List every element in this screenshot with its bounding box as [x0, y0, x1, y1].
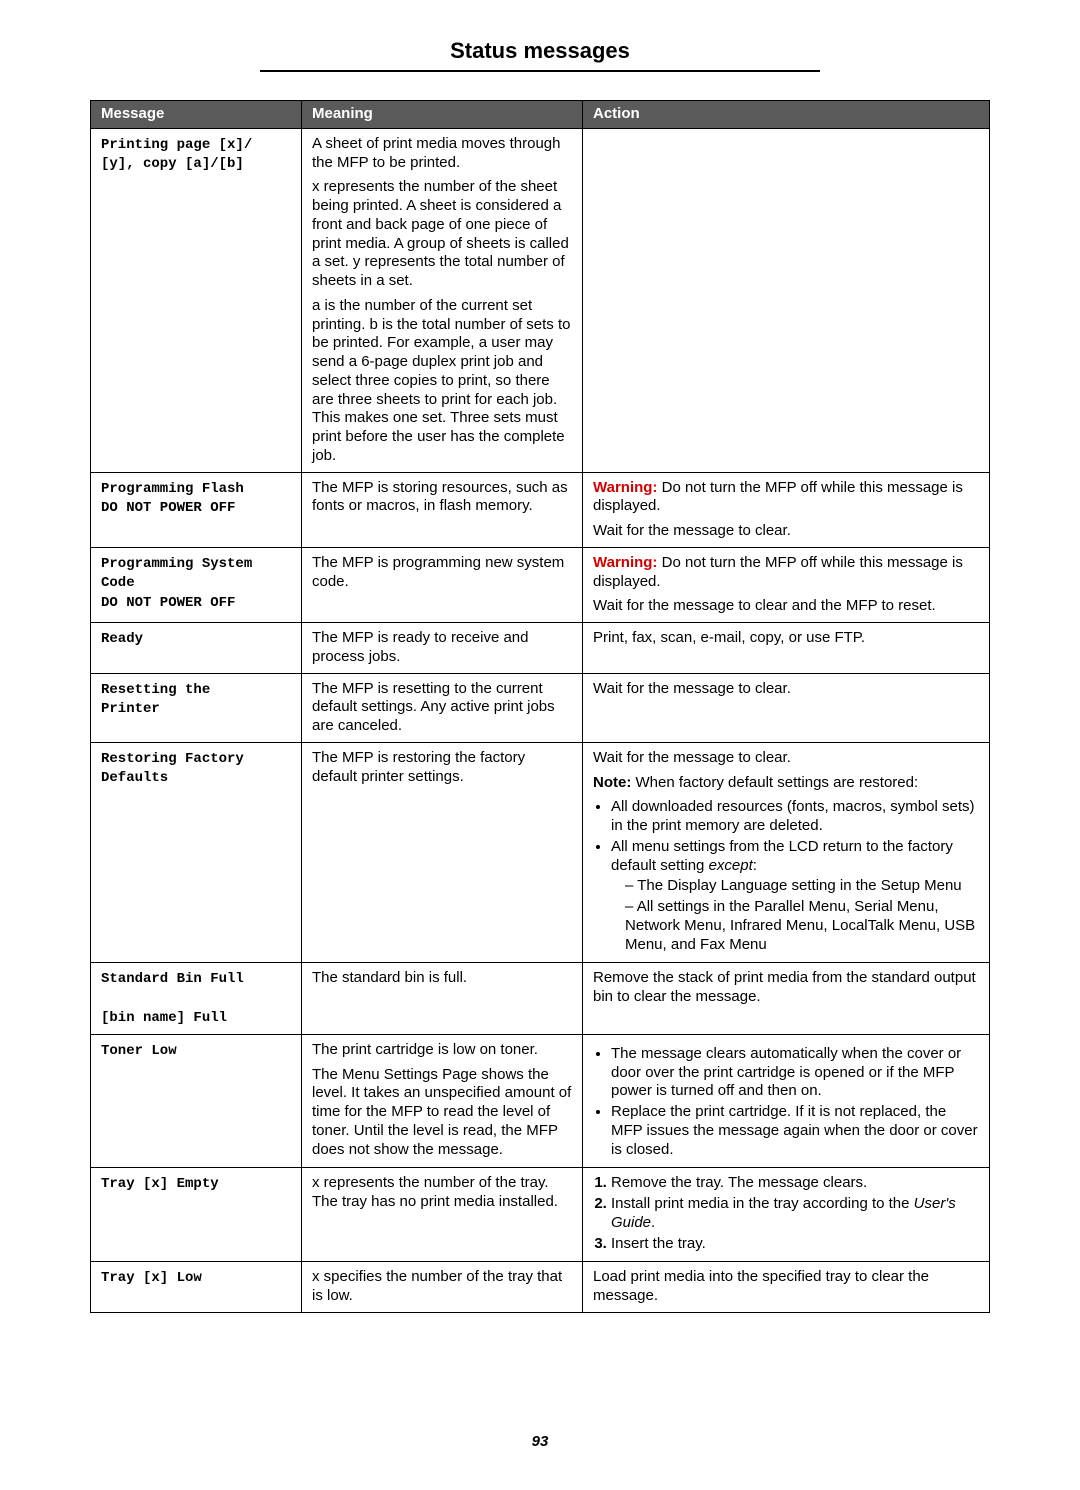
action-text: Print, fax, scan, e-mail, copy, or use F…	[593, 629, 979, 648]
list-item: Insert the tray.	[611, 1235, 979, 1254]
table-header-row: Message Meaning Action	[91, 101, 990, 129]
meaning-text: x specifies the number of the tray that …	[312, 1268, 572, 1306]
table-row: Programming System Code DO NOT POWER OFF…	[91, 547, 990, 622]
action-text: Wait for the message to clear and the MF…	[593, 597, 979, 616]
action-text: Wait for the message to clear.	[593, 522, 979, 541]
note-text: When factory default settings are restor…	[631, 774, 918, 791]
table-row: Ready The MFP is ready to receive and pr…	[91, 623, 990, 674]
action-text: Remove the stack of print media from the…	[593, 969, 979, 1007]
col-header-action: Action	[583, 101, 990, 129]
message-text: Restoring Factory Defaults	[101, 751, 244, 787]
meaning-text: The MFP is storing resources, such as fo…	[312, 479, 572, 517]
table-row: Standard Bin Full [bin name] Full The st…	[91, 963, 990, 1035]
page-title: Status messages	[90, 38, 990, 64]
meaning-text: The Menu Settings Page shows the level. …	[312, 1066, 572, 1160]
action-text: Wait for the message to clear.	[593, 749, 979, 768]
message-text: Standard Bin Full [bin name] Full	[101, 971, 244, 1026]
table-row: Programming Flash DO NOT POWER OFF The M…	[91, 472, 990, 547]
action-text: Load print media into the specified tray…	[593, 1268, 979, 1306]
meaning-text: x represents the number of the sheet bei…	[312, 178, 572, 291]
message-text: Ready	[101, 631, 143, 647]
status-table: Message Meaning Action Printing page [x]…	[90, 100, 990, 1313]
list-item: The message clears automatically when th…	[611, 1045, 979, 1101]
meaning-text: The MFP is programming new system code.	[312, 554, 572, 592]
list-item: The Display Language setting in the Setu…	[625, 877, 979, 896]
action-cell	[583, 128, 990, 472]
list-text: All menu settings from the LCD return to…	[611, 838, 953, 874]
message-text: Printing page [x]/ [y], copy [a]/[b]	[101, 137, 252, 173]
page-number: 93	[90, 1433, 990, 1450]
list-text: Install print media in the tray accordin…	[611, 1195, 914, 1212]
list-item: Remove the tray. The message clears.	[611, 1174, 979, 1193]
list-item: All downloaded resources (fonts, macros,…	[611, 798, 979, 836]
meaning-text: a is the number of the current set print…	[312, 297, 572, 466]
meaning-text: x represents the number of the tray. The…	[312, 1174, 572, 1212]
table-row: Restoring Factory Defaults The MFP is re…	[91, 742, 990, 963]
dash-list: The Display Language setting in the Setu…	[611, 877, 979, 954]
action-text: Warning: Do not turn the MFP off while t…	[593, 554, 979, 592]
note-label: Note:	[593, 774, 631, 791]
bullet-list: The message clears automatically when th…	[593, 1045, 979, 1160]
col-header-meaning: Meaning	[302, 101, 583, 129]
list-text: :	[753, 857, 757, 874]
table-row: Resetting the Printer The MFP is resetti…	[91, 673, 990, 742]
meaning-text: The print cartridge is low on toner.	[312, 1041, 572, 1060]
message-text: Tray [x] Empty	[101, 1176, 219, 1192]
list-item: Install print media in the tray accordin…	[611, 1195, 979, 1233]
meaning-text: The MFP is ready to receive and process …	[312, 629, 572, 667]
list-item: All menu settings from the LCD return to…	[611, 838, 979, 955]
table-row: Tray [x] Empty x represents the number o…	[91, 1168, 990, 1262]
action-text: Wait for the message to clear.	[593, 680, 979, 699]
italic-text: except	[709, 857, 753, 874]
title-rule	[260, 70, 820, 72]
numbered-list: Remove the tray. The message clears. Ins…	[593, 1174, 979, 1253]
list-text: .	[651, 1214, 655, 1231]
message-text: Toner Low	[101, 1043, 177, 1059]
document-page: Status messages Message Meaning Action P…	[0, 0, 1080, 1490]
bullet-list: All downloaded resources (fonts, macros,…	[593, 798, 979, 954]
meaning-text: The standard bin is full.	[312, 969, 572, 988]
meaning-text: A sheet of print media moves through the…	[312, 135, 572, 173]
meaning-text: The MFP is resetting to the current defa…	[312, 680, 572, 736]
col-header-message: Message	[91, 101, 302, 129]
action-text: Warning: Do not turn the MFP off while t…	[593, 479, 979, 517]
warning-label: Warning:	[593, 554, 657, 571]
message-text: Programming Flash DO NOT POWER OFF	[101, 481, 244, 517]
list-item: All settings in the Parallel Menu, Seria…	[625, 898, 979, 954]
table-row: Printing page [x]/ [y], copy [a]/[b] A s…	[91, 128, 990, 472]
message-text: Programming System Code DO NOT POWER OFF	[101, 556, 252, 611]
list-item: Replace the print cartridge. If it is no…	[611, 1103, 979, 1159]
action-text: Note: When factory default settings are …	[593, 774, 979, 793]
meaning-text: The MFP is restoring the factory default…	[312, 749, 572, 787]
table-row: Toner Low The print cartridge is low on …	[91, 1034, 990, 1168]
message-text: Tray [x] Low	[101, 1270, 202, 1286]
table-row: Tray [x] Low x specifies the number of t…	[91, 1262, 990, 1313]
message-text: Resetting the Printer	[101, 682, 210, 718]
warning-label: Warning:	[593, 479, 657, 496]
